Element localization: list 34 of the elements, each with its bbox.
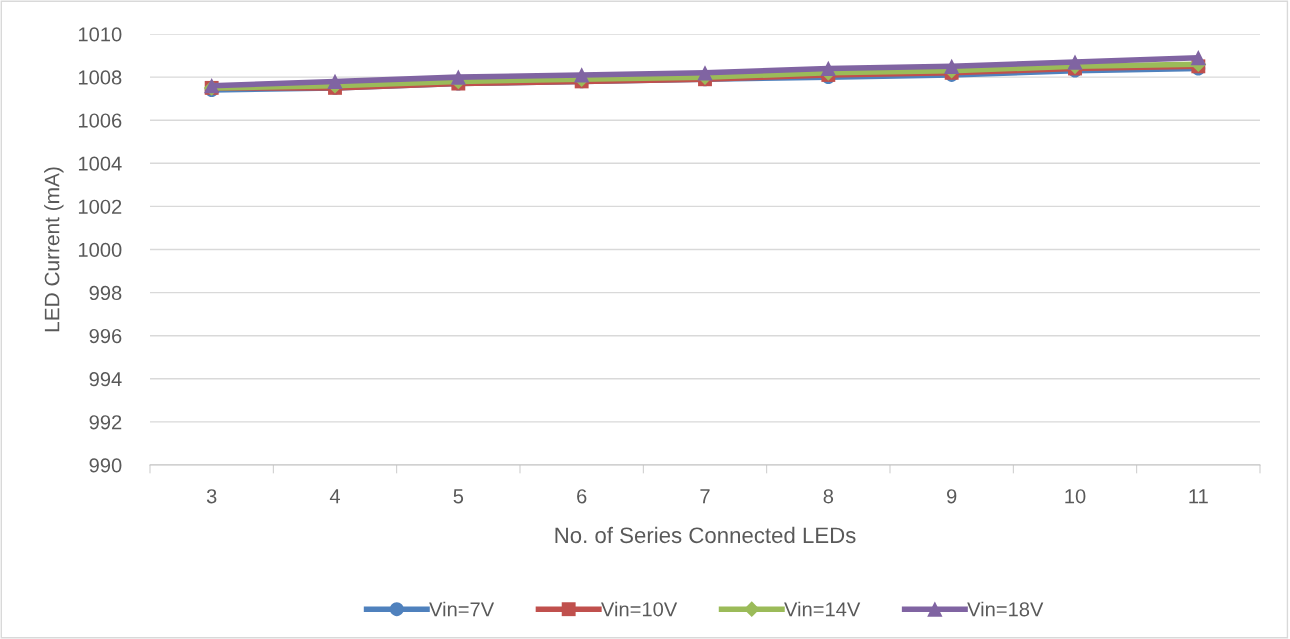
x-tick-label: 5: [453, 489, 464, 504]
x-tick-label: 3: [206, 489, 217, 504]
point: [697, 65, 713, 81]
x-tick-label: 8: [823, 489, 834, 504]
point: [450, 69, 466, 85]
x-tick-label: 4: [329, 489, 341, 504]
legend-label: Vin=10V: [600, 601, 678, 617]
y-tick-label: 1004: [78, 156, 122, 171]
y-tick-label: 998: [89, 285, 122, 301]
point: [820, 60, 836, 77]
x-tick-label: 9: [947, 489, 957, 504]
x-tick-label: 11: [1189, 489, 1208, 504]
y-tick-label: 992: [89, 415, 122, 430]
y-tick-label: 1006: [78, 113, 122, 128]
point: [944, 58, 960, 74]
legend-label: Vin=14V: [784, 601, 861, 617]
y-tick-label: 1000: [78, 242, 122, 257]
legend-label: Vin=18V: [967, 601, 1044, 617]
point: [327, 73, 343, 90]
x-tick-label: 7: [700, 489, 710, 504]
y-tick-label: 990: [89, 458, 122, 473]
y-tick-label: 1010: [78, 27, 122, 42]
y-axis-title: LED Current (mA): [44, 167, 64, 332]
x-axis-title: No. of Series Connected LEDs: [555, 526, 856, 544]
y-tick-label: 994: [89, 372, 122, 387]
legend-label: Vin=7V: [429, 601, 495, 617]
x-tick-label: 10: [1065, 489, 1086, 504]
y-tick-label: 1002: [78, 199, 122, 214]
point: [1190, 50, 1206, 66]
point: [1067, 54, 1083, 70]
x-tick-label: 6: [577, 489, 587, 504]
point: [574, 67, 590, 83]
y-tick-label: 1008: [78, 70, 122, 85]
y-tick-label: 996: [89, 328, 122, 344]
